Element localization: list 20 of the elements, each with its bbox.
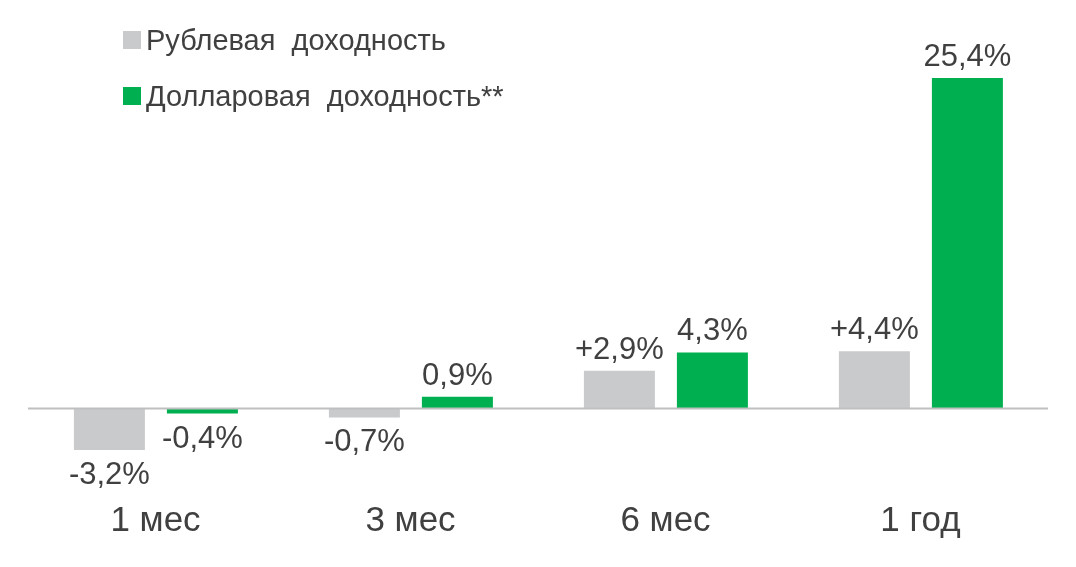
legend-label: Долларовая доходность**: [146, 79, 504, 114]
x-tick-label: 1 мес: [110, 498, 201, 538]
data-label: -0,7%: [323, 423, 405, 459]
bar: [73, 408, 145, 450]
data-label: 0,9%: [422, 356, 493, 392]
bar: [166, 408, 238, 414]
x-tick-label: 6 мес: [620, 498, 711, 538]
data-label: 25,4%: [923, 38, 1012, 73]
x-tick-label: 3 мес: [365, 498, 456, 538]
bar: [838, 351, 910, 409]
data-label: -3,2%: [68, 456, 150, 491]
data-label: -0,4%: [161, 419, 243, 455]
legend-label: Рублевая доходность: [146, 23, 446, 58]
bar: [931, 78, 1003, 409]
data-label: +2,9%: [575, 330, 664, 366]
x-tick-label: 1 год: [880, 498, 961, 538]
data-label: 4,3%: [677, 312, 748, 348]
bar: [583, 370, 655, 409]
bar: [676, 352, 748, 409]
data-label: +4,4%: [830, 311, 919, 347]
